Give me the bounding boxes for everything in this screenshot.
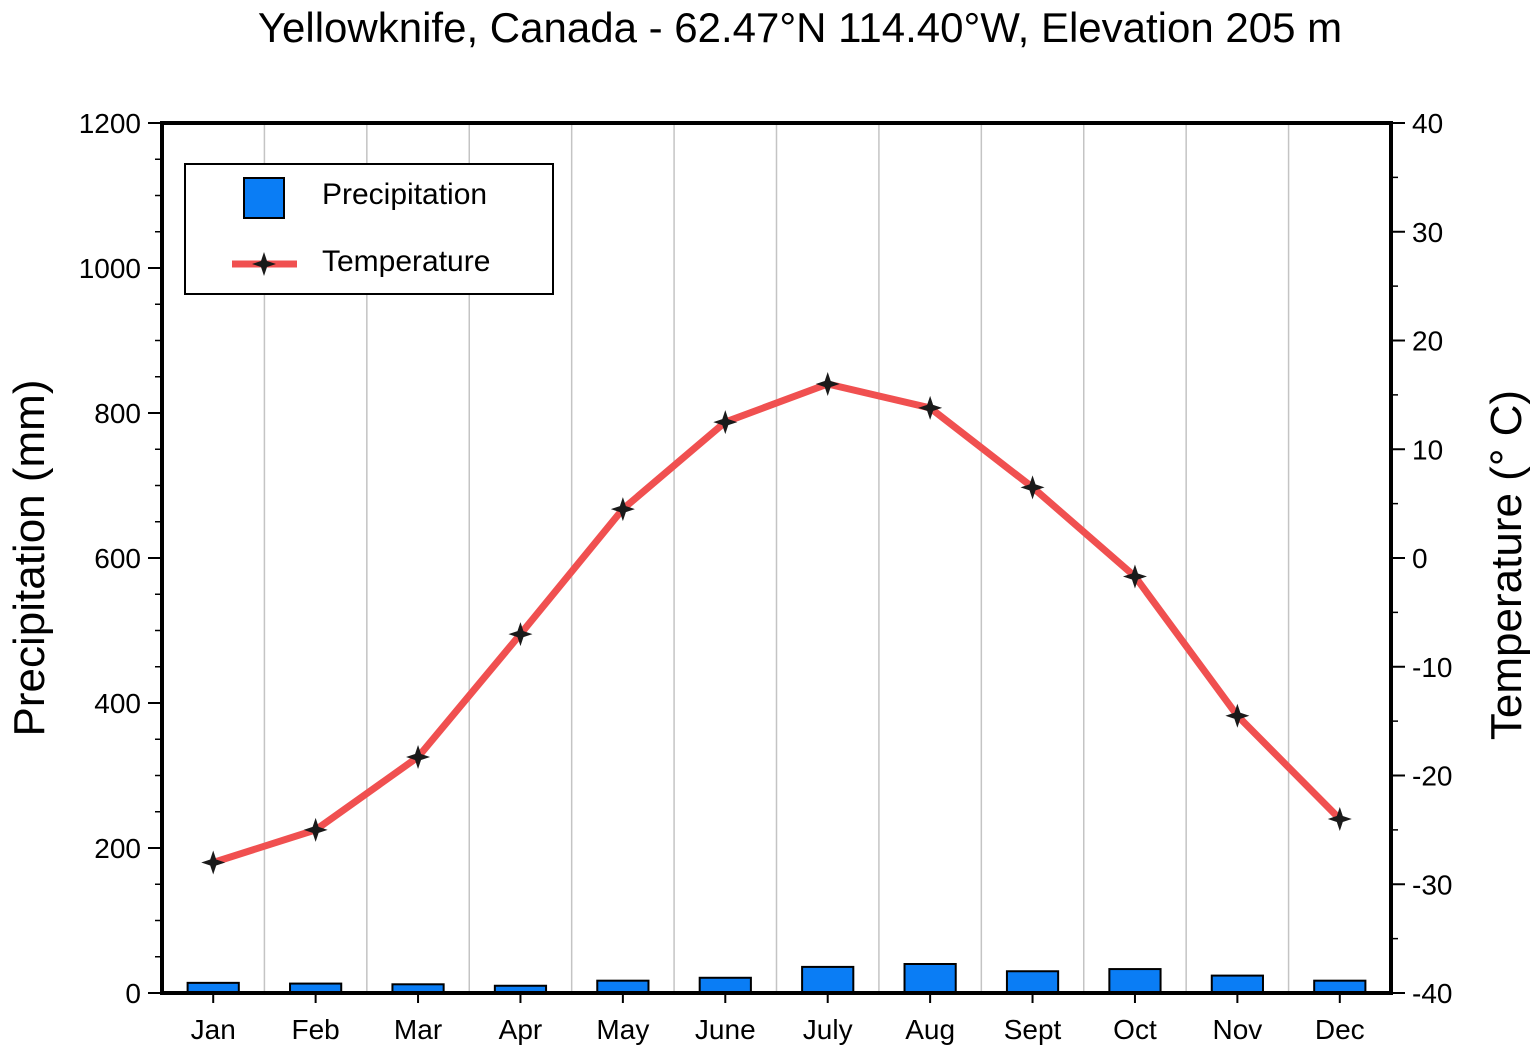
right-tick-label: -20 — [1412, 761, 1452, 792]
temperature-marker-sept — [1020, 475, 1045, 500]
right-axis-ticks: -40 -30 -20 -10 0 10 20 30 40 — [1391, 108, 1452, 1009]
x-axis-labels: Jan Feb Mar Apr May June July Aug Sept Oct Nov Dec — [191, 993, 1365, 1045]
legend-precipitation-label: Precipitation — [322, 178, 487, 211]
x-tick-label-june: June — [695, 1014, 756, 1045]
precipitation-bar-june — [698, 976, 752, 995]
left-tick-label: 800 — [94, 398, 141, 429]
right-tick-label: 20 — [1412, 326, 1443, 357]
right-axis-label: Temperature (° C) — [1482, 390, 1531, 740]
temperature-marker-dec — [1327, 807, 1352, 831]
legend-precipitation-swatch — [243, 177, 285, 219]
left-tick-label: 200 — [94, 833, 141, 864]
temperature-marker-mar — [406, 745, 431, 770]
temperature-series-line — [212, 380, 1343, 866]
left-tick-label: 1000 — [79, 253, 141, 284]
x-tick-label-dec: Dec — [1315, 1014, 1365, 1045]
left-axis-ticks: 0 200 400 600 800 1000 1200 — [79, 108, 162, 1009]
right-tick-label: 0 — [1412, 543, 1428, 574]
temperature-marker-july — [815, 372, 840, 396]
temperature-marker-oct — [1122, 564, 1147, 589]
temperature-marker-may — [610, 497, 635, 522]
chart-title: Yellowknife, Canada - 62.47°N 114.40°W, … — [258, 4, 1342, 51]
right-tick-label: 30 — [1412, 217, 1443, 248]
right-tick-label: 40 — [1412, 108, 1443, 139]
temperature-marker-jan — [201, 850, 226, 875]
left-tick-label: 400 — [94, 688, 141, 719]
x-tick-label-may: May — [596, 1014, 649, 1045]
temperature-marker-feb — [303, 817, 328, 842]
legend-temperature-label: Temperature — [322, 245, 490, 278]
x-tick-label-sept: Sept — [1004, 1014, 1062, 1045]
temperature-marker-june — [713, 410, 738, 435]
right-tick-label: -30 — [1412, 869, 1452, 900]
left-tick-label: 1200 — [79, 108, 141, 139]
right-tick-label: 10 — [1412, 434, 1443, 465]
right-tick-label: -40 — [1412, 978, 1452, 1009]
x-tick-label-feb: Feb — [292, 1014, 340, 1045]
x-tick-label-mar: Mar — [394, 1014, 442, 1045]
left-tick-label: 0 — [125, 978, 141, 1009]
precipitation-bar-july — [801, 965, 855, 995]
precipitation-bar-oct — [1108, 968, 1162, 995]
legend-temperature-marker — [252, 252, 276, 276]
temperature-marker-nov — [1225, 703, 1250, 728]
legend: Precipitation Temperature — [184, 163, 554, 295]
temperature-marker-aug — [918, 395, 943, 420]
temperature-marker-apr — [508, 622, 533, 647]
precipitation-bar-aug — [903, 963, 957, 994]
left-tick-label: 600 — [94, 543, 141, 574]
temperature-line — [201, 372, 1352, 875]
x-tick-label-apr: Apr — [499, 1014, 543, 1045]
x-tick-label-jan: Jan — [191, 1014, 236, 1045]
x-tick-label-aug: Aug — [905, 1014, 955, 1045]
x-tick-label-nov: Nov — [1212, 1014, 1262, 1045]
right-tick-label: -10 — [1412, 652, 1452, 683]
precipitation-bar-sept — [1005, 970, 1060, 994]
x-tick-label-july: July — [803, 1014, 853, 1045]
precipitation-bar-nov — [1210, 974, 1264, 994]
x-tick-label-oct: Oct — [1113, 1014, 1157, 1045]
left-axis-label: Precipitation (mm) — [5, 380, 54, 737]
